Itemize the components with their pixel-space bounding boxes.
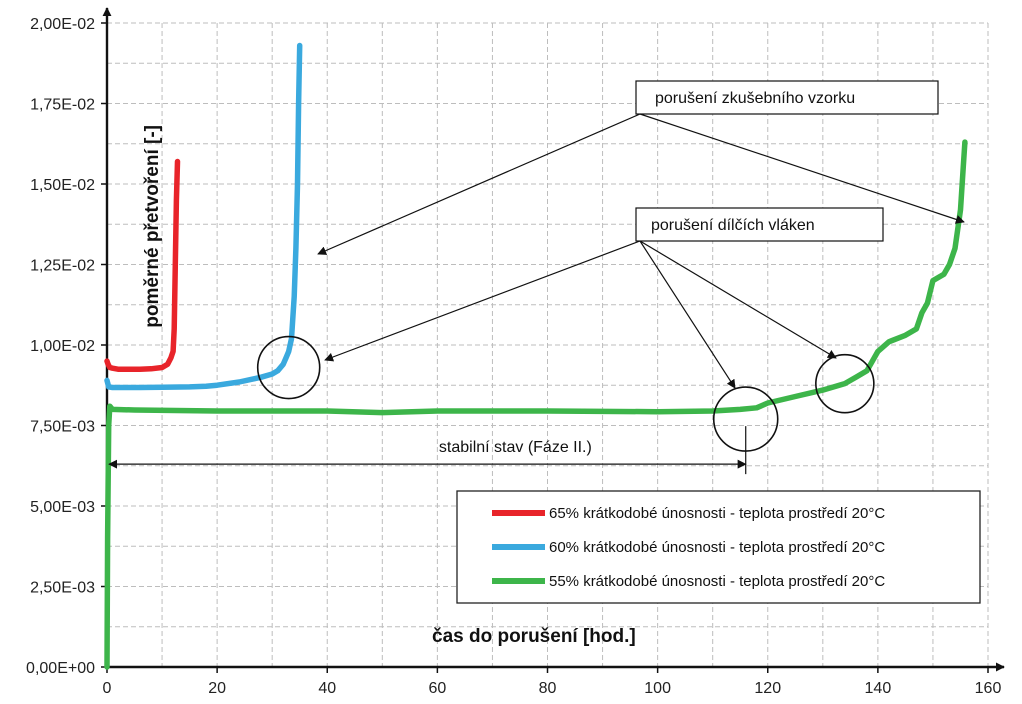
x-tick-label: 120 [754,680,781,697]
fracture-arrow-blue [317,113,641,255]
y-tick-label: 1,25E-02 [30,258,95,275]
y-tick-label: 0,00E+00 [26,660,95,677]
y-tick-label: 5,00E-03 [30,499,95,516]
x-tick-label: 80 [539,680,557,697]
series-line-3 [104,139,968,670]
y-axis-label: poměrné přetvoření [-] [142,125,163,328]
x-tick-label: 140 [865,680,892,697]
y-tick-label: 1,75E-02 [30,97,95,114]
data-series [104,42,968,670]
legend-label-1: 65% krátkodobé únosnosti - teplota prost… [549,505,885,522]
x-tick-label: 60 [428,680,446,697]
fiber-arrow-green-1 [639,240,736,389]
fracture-label: porušení zkušebního vzorku [655,90,855,107]
fiber-label: porušení dílčích vláken [651,217,815,234]
fracture-label-box [635,80,939,115]
fiber-label-box [635,207,884,242]
x-axis-label: čas do porušení [hod.] [432,626,636,647]
legend-label-3: 55% krátkodobé únosnosti - teplota prost… [549,573,885,590]
series-line-1 [104,158,181,372]
fiber-failure-circle [815,353,875,414]
fiber-arrow-green-2 [639,240,837,359]
x-tick-label: 40 [318,680,336,697]
y-tick-label: 2,50E-03 [30,580,95,597]
legend-label-2: 60% krátkodobé únosnosti - teplota prost… [549,539,885,556]
y-tick-label: 2,00E-02 [30,16,95,33]
series-line-2 [104,42,303,391]
annotations: porušení zkušebního vzorku porušení dílčí… [108,80,965,475]
y-tick-label: 7,50E-03 [30,419,95,436]
fiber-arrow-blue [324,240,641,362]
tick-labels: 0 20 40 60 80 100 120 140 160 0,00E+00 2,50E-03 5,0… [26,16,1001,697]
fracture-arrow-green [639,113,965,224]
x-tick-label: 100 [644,680,671,697]
fiber-failure-circle [256,335,321,400]
legend: 65% krátkodobé únosnosti - teplota prost… [456,490,981,604]
y-tick-label: 1,00E-02 [30,338,95,355]
x-tick-label: 160 [975,680,1002,697]
x-tick-label: 0 [103,680,112,697]
y-tick-label: 1,50E-02 [30,177,95,194]
stable-state-label: stabilní stav (Fáze II.) [439,439,592,456]
x-tick-label: 20 [208,680,226,697]
